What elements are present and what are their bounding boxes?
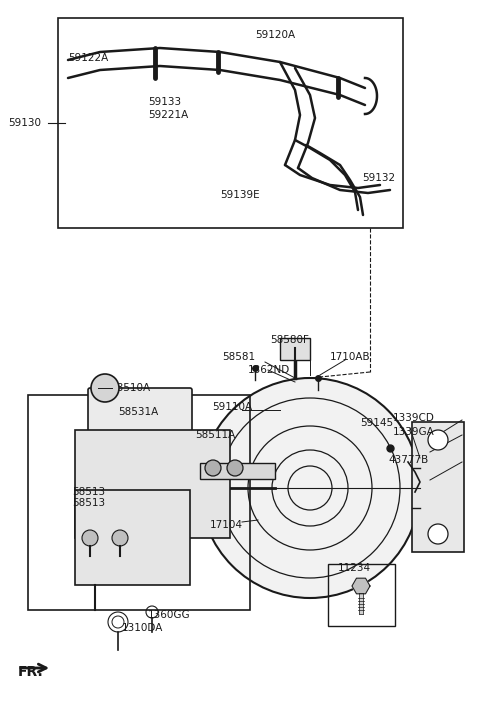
Text: FR.: FR. (18, 665, 44, 679)
Text: 58513: 58513 (72, 498, 105, 508)
Circle shape (428, 430, 448, 450)
Text: 59221A: 59221A (148, 110, 188, 120)
Circle shape (227, 460, 243, 476)
Text: 58510A: 58510A (110, 383, 150, 393)
Text: 59133: 59133 (148, 97, 181, 107)
Text: 1360GG: 1360GG (148, 610, 191, 620)
Text: 59130: 59130 (8, 118, 41, 128)
FancyBboxPatch shape (88, 388, 192, 447)
Text: 59120A: 59120A (255, 30, 295, 40)
Text: 58580F: 58580F (270, 335, 309, 345)
Text: 58531A: 58531A (118, 407, 158, 417)
Text: 1339CD: 1339CD (393, 413, 435, 423)
Bar (328, 564, 395, 626)
Polygon shape (352, 578, 370, 594)
Text: 59110A: 59110A (212, 402, 252, 412)
Bar (280, 338, 310, 360)
Text: 59145: 59145 (360, 418, 393, 428)
Text: 1339GA: 1339GA (393, 427, 435, 437)
Circle shape (112, 530, 128, 546)
Text: 1362ND: 1362ND (248, 365, 290, 375)
Text: 58581: 58581 (222, 352, 255, 362)
Text: 11234: 11234 (338, 563, 371, 573)
Text: 1310DA: 1310DA (122, 623, 163, 633)
Bar (412, 422, 464, 552)
Bar (75, 490, 190, 585)
Text: 59139E: 59139E (220, 190, 260, 200)
Bar (75, 430, 230, 538)
Circle shape (82, 530, 98, 546)
Circle shape (200, 378, 420, 598)
Text: 1710AB: 1710AB (330, 352, 371, 362)
Text: 59132: 59132 (362, 173, 395, 183)
Text: 43777B: 43777B (388, 455, 428, 465)
Circle shape (428, 524, 448, 544)
Bar (200, 463, 275, 479)
Text: 17104: 17104 (210, 520, 243, 530)
Bar (28, 395, 250, 610)
Circle shape (205, 460, 221, 476)
Circle shape (91, 374, 119, 402)
Text: 58513: 58513 (72, 487, 105, 497)
Bar (58, 18, 403, 228)
Text: 58511A: 58511A (195, 430, 235, 440)
Text: 59122A: 59122A (68, 53, 108, 63)
